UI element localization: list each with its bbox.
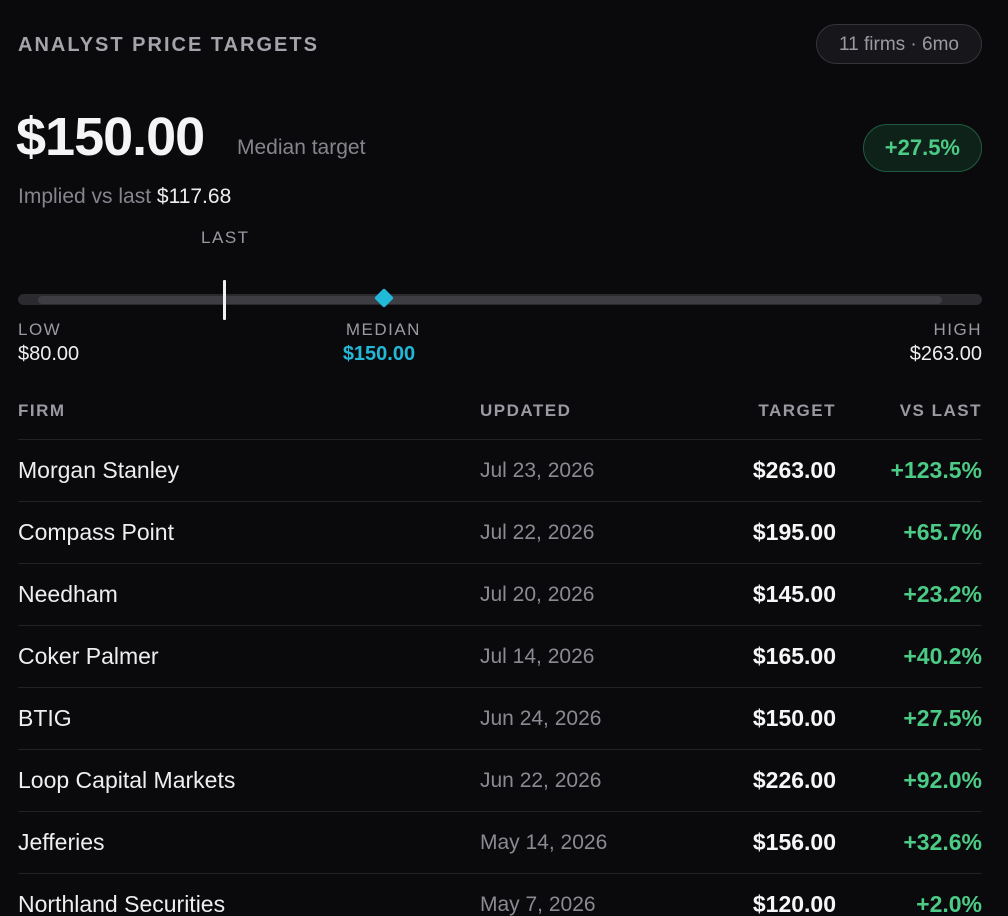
low-label: LOW [18,320,62,339]
column-header-target[interactable]: TARGET [758,401,836,420]
median-target-price: $150.00 [16,107,205,167]
implied-change-badge: +27.5% [862,124,982,172]
firm-name: Morgan Stanley [18,457,180,483]
updated-date: Jul 22, 2026 [480,521,595,544]
column-header-updated[interactable]: UPDATED [480,401,572,420]
price-target-table: Morgan Stanley Jul 23, 2026 $263.00 +123… [18,439,982,916]
updated-date: Jul 20, 2026 [480,583,595,606]
panel-title: ANALYST PRICE TARGETS [18,34,319,56]
target-price: $150.00 [752,705,836,731]
last-marker-label: LAST [201,228,250,247]
table-row[interactable]: Loop Capital Markets Jun 22, 2026 $226.0… [18,749,982,811]
firm-name: Coker Palmer [18,643,159,669]
target-price: $263.00 [752,457,836,483]
column-header-vs-last[interactable]: VS LAST [899,401,982,420]
vs-last-change: +40.2% [903,643,982,669]
firm-name: BTIG [18,705,72,731]
vs-last-change: +123.5% [890,457,982,483]
vs-last-change: +27.5% [903,705,982,731]
low-value: $80.00 [18,343,80,365]
table-row[interactable]: Compass Point Jul 22, 2026 $195.00 +65.7… [18,501,982,563]
target-price: $156.00 [752,829,836,855]
target-price: $226.00 [752,767,836,793]
table-row[interactable]: Needham Jul 20, 2026 $145.00 +23.2% [18,563,982,625]
last-price: $117.68 [156,185,232,208]
vs-last-change: +92.0% [903,767,982,793]
vs-last-change: +23.2% [903,581,982,607]
firm-name: Northland Securities [18,891,226,916]
updated-date: Jun 24, 2026 [480,707,602,730]
implied-label: Implied vs last [18,185,152,208]
table-row[interactable]: Coker Palmer Jul 14, 2026 $165.00 +40.2% [18,625,982,687]
updated-date: May 14, 2026 [480,831,608,854]
table-row[interactable]: Northland Securities May 7, 2026 $120.00… [18,873,982,916]
target-price: $120.00 [752,891,836,916]
firm-name: Loop Capital Markets [18,767,236,793]
table-row[interactable]: Morgan Stanley Jul 23, 2026 $263.00 +123… [18,439,982,501]
high-label: HIGH [933,320,982,339]
table-row[interactable]: BTIG Jun 24, 2026 $150.00 +27.5% [18,687,982,749]
price-range-fill [37,296,943,304]
firm-name: Needham [18,581,118,607]
median-label: MEDIAN [345,320,421,339]
target-price: $165.00 [752,643,836,669]
last-price-marker [222,280,226,320]
vs-last-change: +32.6% [903,829,982,855]
updated-date: May 7, 2026 [480,893,596,916]
table-row[interactable]: Jefferies May 14, 2026 $156.00 +32.6% [18,811,982,873]
high-value: $263.00 [909,343,982,365]
column-header-firm[interactable]: FIRM [18,401,66,420]
firms-period-badge[interactable]: 11 firms · 6mo [815,24,982,64]
vs-last-change: +2.0% [916,891,982,916]
updated-date: Jul 14, 2026 [480,645,595,668]
firm-name: Compass Point [18,519,174,545]
updated-date: Jul 23, 2026 [480,459,595,482]
updated-date: Jun 22, 2026 [480,769,602,792]
vs-last-change: +65.7% [903,519,982,545]
firm-name: Jefferies [18,829,105,855]
median-value: $150.00 [342,343,416,365]
target-price: $145.00 [752,581,836,607]
implied-vs-last: Implied vs last $117.68 [18,185,231,209]
target-price: $195.00 [752,519,836,545]
median-target-caption: Median target [237,136,366,159]
